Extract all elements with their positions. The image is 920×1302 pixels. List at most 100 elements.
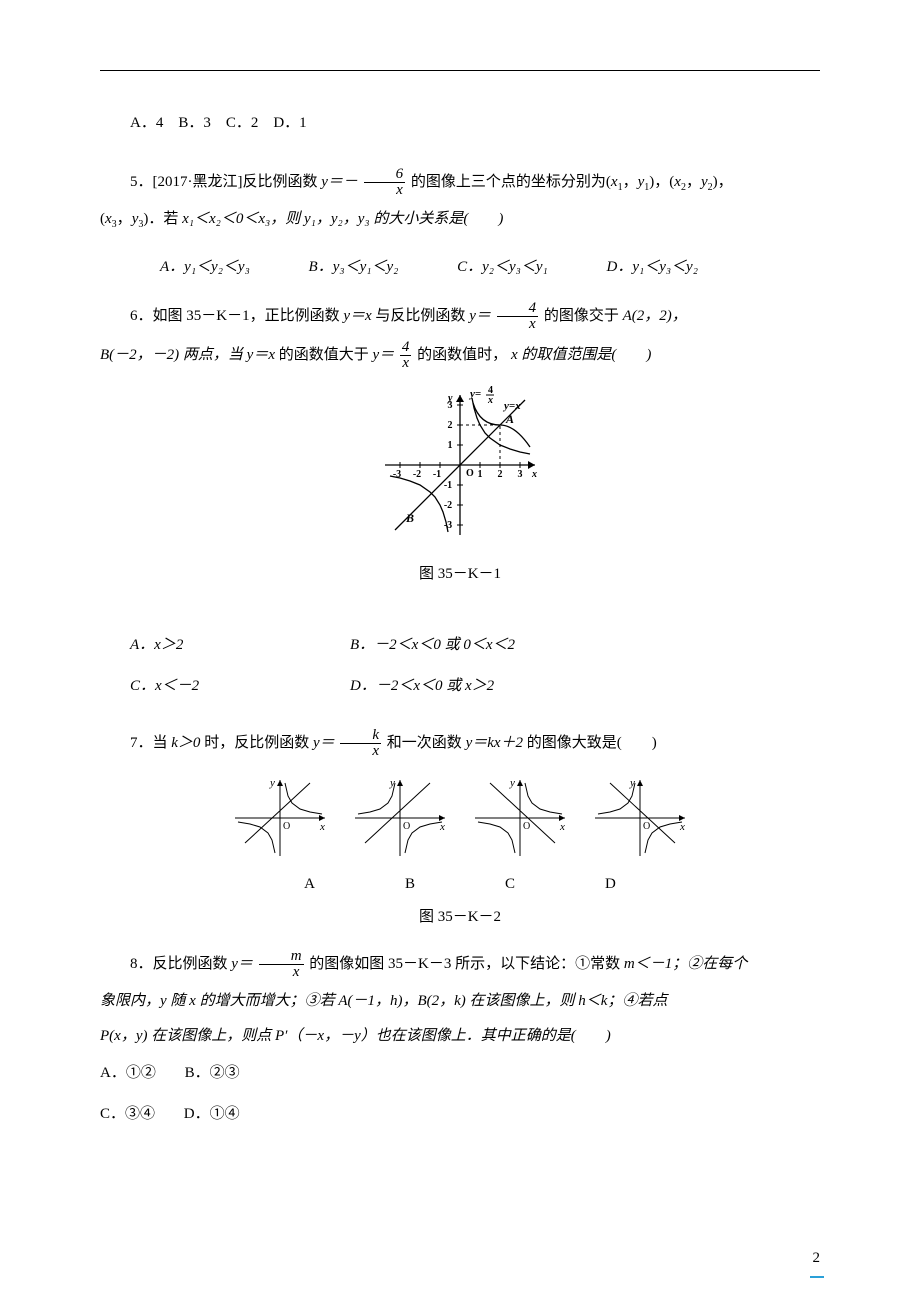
svg-text:y=: y=: [468, 388, 481, 400]
q7-caption: 图 35－K－2: [100, 904, 820, 931]
page-number-accent: [810, 1276, 824, 1278]
page: A．4 B．3 C．2 D．1 5．[2017·黑龙江]反比例函数 y＝－ 6 …: [0, 0, 920, 1302]
q8-frac: m x: [259, 949, 304, 980]
q5-line2: (x3，y3)．若 x₁＜x₂＜0＜x₃，则 y₁，y₂，y₃ 的大小关系是( …: [100, 206, 820, 234]
q6-eq4-pre: y＝: [373, 347, 395, 363]
q6-opts-row2: C．x＜－2 D．－2＜x＜0 或 x＞2: [100, 673, 820, 700]
q8-optD: D．①④: [184, 1101, 240, 1128]
q7-frac: k x: [340, 728, 381, 759]
q6-pre: 6．如图 35－K－1，正比例函数: [130, 308, 343, 324]
q5-frac: 6 x: [364, 167, 406, 198]
q7-pre: 7．当: [130, 735, 171, 751]
q6-ptA: A(2，2)，: [623, 308, 687, 324]
q6-f2-num: 4: [400, 340, 412, 356]
q7-chart: x y O x y O: [220, 773, 700, 863]
q7-panel-C: x y O: [475, 777, 565, 856]
svg-text:O: O: [283, 821, 290, 832]
q7-panel-A: x y O: [235, 777, 325, 856]
q7-line: 7．当 k＞0 时，反比例函数 y＝ k x 和一次函数 y＝kx＋2 的图像大…: [100, 728, 820, 759]
svg-text:B: B: [405, 511, 414, 525]
q6-chart: -3 -2 -1 1 2 3 1 2 3 -1 -2 -3 O x: [375, 385, 545, 545]
q5-optD: D．y₁＜y₃＜y₂: [576, 254, 697, 281]
q6-optC: C．x＜－2: [130, 673, 350, 700]
q7-cond: k＞0: [171, 735, 200, 751]
q5-optA: A．y₁＜y₂＜y₃: [130, 254, 250, 281]
svg-text:x: x: [487, 395, 493, 406]
svg-text:y: y: [509, 777, 515, 789]
q8-line2: 象限内，y 随 x 的增大而增大；③若 A(－1，h)，B(2，k) 在该图像上…: [100, 988, 820, 1015]
q5-eq-y: y＝－: [321, 174, 358, 190]
svg-text:O: O: [643, 821, 650, 832]
svg-text:1: 1: [448, 440, 453, 451]
page-number: 2: [813, 1245, 821, 1272]
q7-tail: 的图像大致是( ): [527, 735, 657, 751]
q5-y2: y: [701, 174, 708, 190]
q7-label-B: B: [405, 871, 415, 898]
q6-eq1: y＝x: [343, 308, 371, 324]
svg-text:-2: -2: [413, 469, 421, 480]
q5-line1: 5．[2017·黑龙江]反比例函数 y＝－ 6 x 的图像上三个点的坐标分别为(…: [100, 167, 820, 198]
q6-f2-den: x: [400, 356, 412, 371]
svg-text:3: 3: [518, 469, 523, 480]
q8-optB: B．②③: [185, 1060, 240, 1087]
q6-f1-den: x: [497, 317, 539, 332]
q5-optB: B．y₃＜y₁＜y₂: [279, 254, 399, 281]
q6-line1: 6．如图 35－K－1，正比例函数 y＝x 与反比例函数 y＝ 4 x 的图像交…: [100, 301, 820, 332]
svg-text:x: x: [559, 821, 565, 833]
q8-eq-pre: y＝: [231, 956, 253, 972]
q7-frac-den: x: [340, 744, 381, 759]
q5-optC: C．y₂＜y₃＜y₁: [427, 254, 548, 281]
q5-l2-mid: )．若: [143, 211, 182, 227]
q5-mid2: )，: [713, 174, 733, 190]
q7-frac-num: k: [340, 728, 381, 744]
q7-label-D: D: [605, 871, 616, 898]
q6-caption: 图 35－K－1: [100, 561, 820, 588]
q5-options: A．y₁＜y₂＜y₃ B．y₃＜y₁＜y₂ C．y₂＜y₃＜y₁ D．y₁＜y₃…: [100, 254, 820, 281]
q7-figure: x y O x y O: [100, 773, 820, 898]
q5-mid1: )，(: [649, 174, 674, 190]
q5-x2s: 2: [681, 182, 686, 193]
q7-label-A: A: [304, 871, 315, 898]
svg-text:y: y: [447, 393, 453, 404]
q8-frac-den: x: [259, 965, 304, 980]
q7-panel-D: x y O: [595, 777, 685, 856]
q6-optD: D．－2＜x＜0 或 x＞2: [350, 673, 570, 700]
svg-text:O: O: [523, 821, 530, 832]
q6-eq3: y＝x: [247, 347, 275, 363]
svg-text:1: 1: [478, 469, 483, 480]
q8-line3: P(x，y) 在该图像上，则点 P′（－x，－y）也在该图像上．其中正确的是( …: [100, 1023, 820, 1050]
q6-f1-num: 4: [497, 301, 539, 317]
q7-mid1: 时，反比例函数: [204, 735, 313, 751]
svg-text:-2: -2: [444, 500, 452, 511]
q6-figure: -3 -2 -1 1 2 3 1 2 3 -1 -2 -3 O x: [100, 385, 820, 555]
q5-frac-num: 6: [364, 167, 406, 183]
q6-mid2: 的图像交于: [544, 308, 623, 324]
svg-text:A: A: [505, 412, 514, 426]
svg-text:x: x: [531, 469, 537, 480]
q8-c1: m＜－1；②在每个: [624, 956, 747, 972]
svg-text:-1: -1: [444, 480, 452, 491]
q8-options: A．①② B．②③ C．③④ D．①④: [100, 1060, 820, 1128]
q6-l2-mid: 的函数值大于: [279, 347, 373, 363]
q8-frac-num: m: [259, 949, 304, 965]
q5-x1s: 1: [618, 182, 623, 193]
q8-optC: C．③④: [100, 1101, 155, 1128]
q6-frac1: 4 x: [497, 301, 539, 332]
svg-text:y: y: [269, 777, 275, 789]
q5-x3s: 3: [112, 219, 117, 230]
q5-x3: x: [105, 211, 112, 227]
q6-l2-pre: B(－2，－2) 两点，当: [100, 347, 247, 363]
content: A．4 B．3 C．2 D．1 5．[2017·黑龙江]反比例函数 y＝－ 6 …: [100, 110, 820, 1128]
q5-cond: x₁＜x₂＜0＜x₃，则 y₁，y₂，y₃ 的大小关系是( ): [182, 211, 503, 227]
q6-optB: B．－2＜x＜0 或 0＜x＜2: [350, 632, 570, 659]
q8-mid: 的图像如图 35－K－3 所示，以下结论：①常数: [309, 956, 624, 972]
q6-optA: A．x＞2: [130, 632, 350, 659]
q6-l2-tail: x 的取值范围是( ): [511, 347, 651, 363]
q5-frac-den: x: [364, 183, 406, 198]
header-rule: [100, 70, 820, 71]
q6-eq2-pre: y＝: [469, 308, 491, 324]
q8-pre: 8．反比例函数: [130, 956, 231, 972]
svg-text:2: 2: [448, 420, 453, 431]
q5-post1: 的图像上三个点的坐标分别为(: [411, 174, 611, 190]
q8-line1: 8．反比例函数 y＝ m x 的图像如图 35－K－3 所示，以下结论：①常数 …: [100, 949, 820, 980]
